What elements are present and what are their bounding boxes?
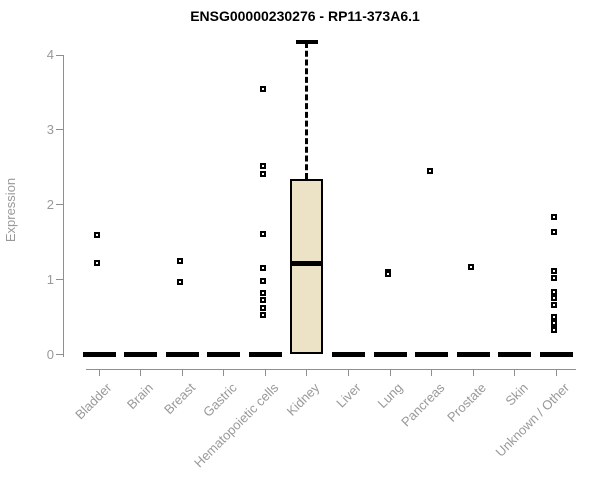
y-tick-label: 2 — [46, 196, 54, 212]
y-tick-label: 4 — [46, 47, 54, 62]
collapsed-box-bar — [248, 352, 282, 357]
x-tick-label: Lung — [374, 380, 406, 412]
outlier-point — [177, 257, 184, 264]
outlier-point — [177, 278, 184, 285]
outlier-point — [260, 264, 267, 271]
outlier-point — [551, 229, 558, 236]
collapsed-box-bar — [165, 352, 199, 357]
outlier-point — [551, 288, 558, 295]
x-axis-tick — [140, 369, 142, 376]
x-axis-tick — [264, 369, 266, 376]
outlier-point — [551, 214, 558, 221]
x-axis-tick — [389, 369, 391, 376]
x-axis-tick — [431, 369, 433, 376]
y-axis-tick — [56, 279, 63, 281]
box — [290, 178, 324, 355]
x-axis-tick — [98, 369, 100, 376]
x-tick-label: Pancreas — [397, 380, 448, 430]
collapsed-box-bar — [82, 352, 116, 357]
outlier-point — [94, 260, 100, 267]
x-tick-label: Bladder — [72, 380, 115, 423]
y-axis-tick — [56, 204, 63, 206]
collapsed-box-bar — [124, 352, 158, 357]
outlier-point — [260, 171, 267, 178]
x-tick-label: Prostate — [444, 380, 489, 425]
outlier-point — [551, 275, 558, 282]
outlier-point — [551, 326, 558, 333]
x-axis-tick — [514, 369, 516, 376]
collapsed-box-bar — [498, 352, 532, 357]
outlier-point — [260, 290, 267, 297]
outlier-point — [551, 267, 558, 274]
x-axis-tick — [306, 369, 308, 376]
y-axis-line — [63, 55, 64, 357]
y-tick-label: 0 — [46, 346, 54, 362]
x-tick-label: Kidney — [283, 380, 323, 419]
collapsed-box-bar — [332, 352, 366, 357]
x-axis-tick — [223, 369, 225, 376]
x-axis-tick — [472, 369, 474, 376]
outlier-point — [385, 270, 392, 277]
outlier-point — [426, 168, 433, 175]
y-axis-tick — [56, 129, 63, 131]
outlier-point — [551, 314, 558, 321]
y-tick-label: 3 — [46, 121, 54, 137]
outlier-point — [94, 231, 100, 238]
x-tick-label: Breast — [160, 380, 198, 418]
outlier-point — [260, 230, 267, 237]
y-tick-label: 1 — [46, 271, 54, 287]
outlier-point — [551, 295, 558, 302]
outlier-point — [260, 85, 267, 92]
whisker-cap — [295, 40, 318, 45]
x-tick-label: Unknown / Other — [492, 380, 573, 460]
x-axis-line — [86, 369, 576, 370]
x-axis-tick — [181, 369, 183, 376]
x-tick-label: Brain — [124, 380, 157, 413]
collapsed-box-bar — [456, 352, 490, 357]
outlier-point — [260, 311, 267, 318]
outlier-point — [260, 278, 267, 285]
collapsed-box-bar — [373, 352, 407, 357]
x-axis-tick — [348, 369, 350, 376]
outlier-point — [260, 296, 267, 303]
x-tick-label: Skin — [502, 380, 531, 409]
outlier-point — [551, 302, 558, 309]
chart-title: ENSG00000230276 - RP11-373A6.1 — [190, 8, 420, 24]
outlier-point — [468, 263, 475, 270]
collapsed-box-bar — [415, 352, 449, 357]
collapsed-box-bar — [207, 352, 241, 357]
x-axis-tick — [555, 369, 557, 376]
x-tick-label: Liver — [333, 380, 365, 411]
y-axis-tick — [56, 354, 63, 355]
median-line — [290, 260, 324, 266]
whisker-line — [305, 42, 309, 179]
outlier-point — [260, 305, 267, 312]
collapsed-box-bar — [539, 352, 573, 357]
outlier-point — [260, 162, 267, 169]
x-tick-label: Gastric — [199, 380, 240, 420]
y-axis-tick — [56, 54, 63, 56]
